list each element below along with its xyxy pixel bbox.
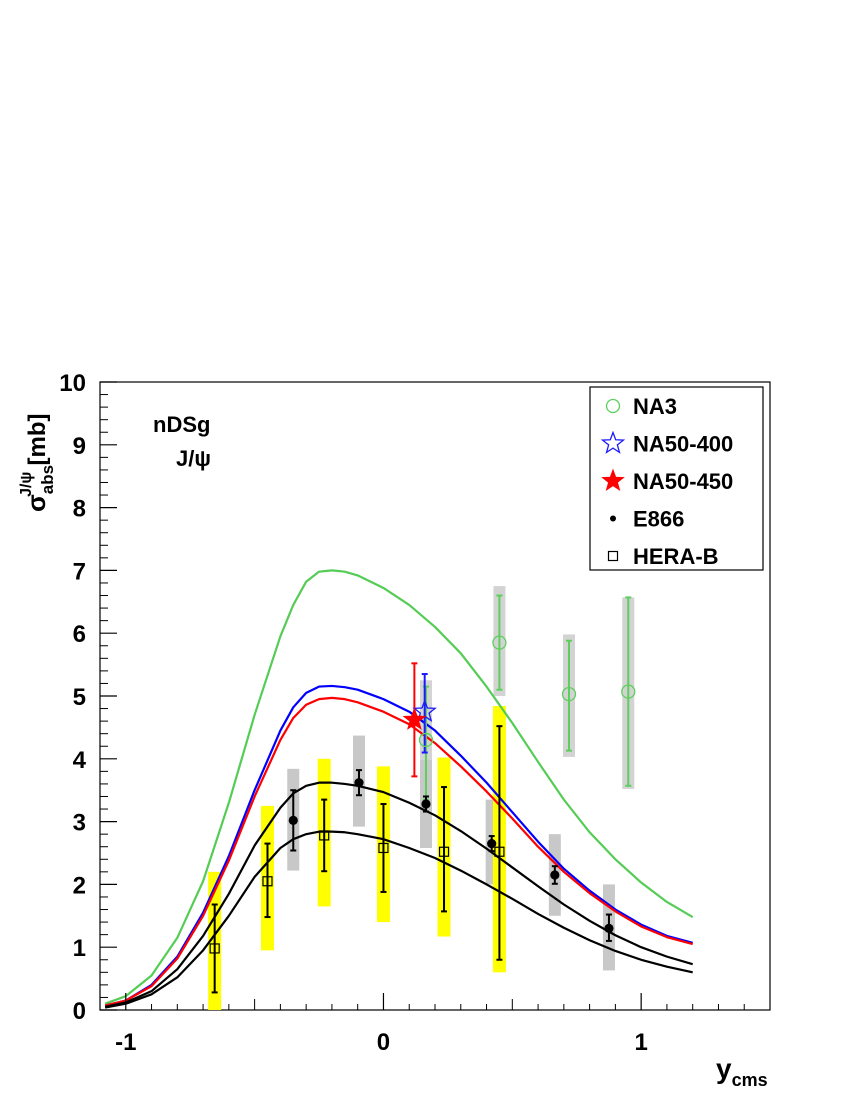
x-tick-label: 1 <box>634 1029 647 1056</box>
annotation-line2: J/ψ <box>176 446 211 471</box>
curve-blue <box>104 684 693 1007</box>
legend-marker-na50-450 <box>601 468 625 492</box>
legend-label-na3: NA3 <box>633 394 677 419</box>
annotation-line1: nDSg <box>153 412 210 437</box>
point-na3 <box>621 684 636 699</box>
point-e866 <box>487 838 497 849</box>
data-markers <box>209 635 636 954</box>
y-tick-label: 2 <box>73 872 86 899</box>
point-e866 <box>288 815 298 825</box>
legend-marker-na3 <box>605 398 621 414</box>
point-e866 <box>604 923 614 933</box>
y-tick-label: 3 <box>73 810 86 837</box>
curve-green <box>104 569 694 1005</box>
point-na3 <box>561 686 577 702</box>
point-hera-b <box>438 846 450 857</box>
point-hera-b <box>209 943 220 954</box>
y-label-unit: [mb] <box>24 414 51 466</box>
legend-label-hera-b: HERA-B <box>633 544 719 569</box>
point-hera-b <box>262 876 273 887</box>
y-tick-label: 5 <box>73 684 86 711</box>
curve-red <box>104 696 693 1007</box>
y-tick-label: 8 <box>73 496 86 523</box>
point-na50-450 <box>402 707 427 730</box>
legend-label-e866: E866 <box>633 507 684 532</box>
y-tick-label: 7 <box>73 558 86 585</box>
y-tick-label: 0 <box>73 998 86 1025</box>
model-curves <box>104 569 694 1009</box>
point-hera-b <box>378 842 389 854</box>
y-label-sub: abs <box>38 465 57 494</box>
legend-label-na50-400: NA50-400 <box>633 432 733 457</box>
y-label-sup: J/ψ <box>18 472 35 497</box>
legend-marker-na50-400 <box>600 430 626 454</box>
legend-marker-hera-b <box>607 550 619 562</box>
systematic-bands <box>208 586 635 1010</box>
point-na3 <box>418 732 434 748</box>
y-axis-label: σabsJ/ψ [mb] <box>18 414 57 512</box>
point-na3 <box>492 635 507 650</box>
legend-marker-e866 <box>610 515 616 522</box>
point-e866 <box>421 799 431 809</box>
point-hera-b <box>319 830 330 841</box>
x-label-sub: cms <box>732 1070 768 1090</box>
legend-label-na50-450: NA50-450 <box>633 469 733 494</box>
point-e866 <box>550 870 560 880</box>
legend: NA3 NA50-400 NA50-450 E866 HERA-B <box>589 386 764 571</box>
x-tick-label: 0 <box>377 1029 390 1056</box>
svg-text:σabsJ/ψ[mb]: σabsJ/ψ [mb] <box>18 414 57 512</box>
curve-black-lower <box>104 830 693 1009</box>
y-tick-label: 9 <box>73 433 86 460</box>
y-tick-label: 1 <box>73 935 86 962</box>
point-hera-b <box>494 846 505 857</box>
y-tick-label: 4 <box>73 747 87 774</box>
x-axis-label: ycms <box>716 1053 768 1090</box>
point-e866 <box>354 778 364 788</box>
x-tick-label: -1 <box>115 1029 136 1056</box>
axis-ticks: 0 1 2 3 4 5 6 7 8 9 10 -1 0 1 <box>59 370 771 1056</box>
error-bars <box>211 594 632 994</box>
y-label-main: σ <box>21 494 51 512</box>
x-label-main: y <box>716 1053 732 1084</box>
y-tick-label: 10 <box>59 370 86 397</box>
y-tick-label: 6 <box>73 621 86 648</box>
